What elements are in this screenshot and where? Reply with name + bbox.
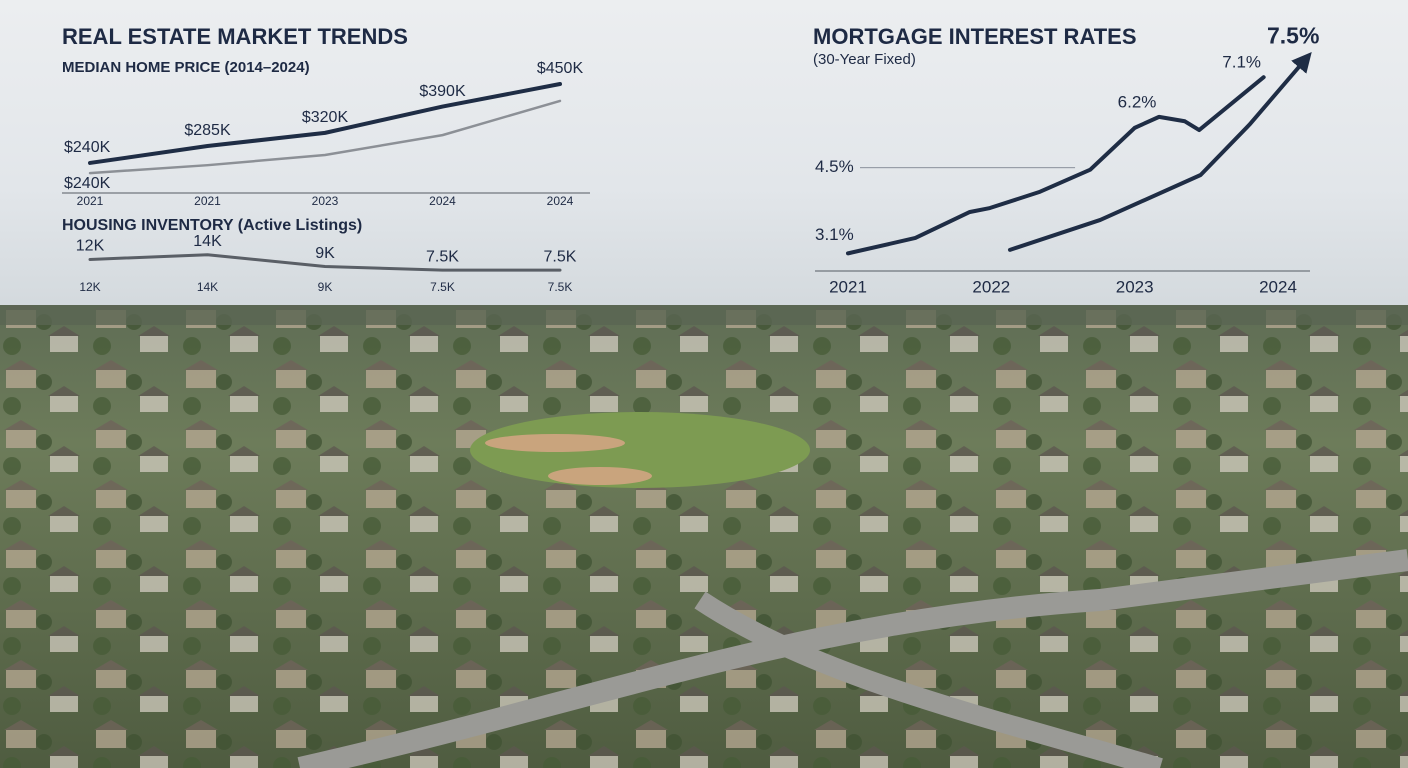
x-tick-label: 14K (197, 280, 218, 294)
line-series (88, 82, 562, 165)
neighborhood (0, 305, 1408, 768)
park (470, 412, 810, 488)
x-tick-label: 2022 (972, 277, 1010, 296)
data-label: 6.2% (1118, 92, 1157, 111)
x-tick-label: 2021 (77, 194, 104, 208)
line-series (846, 75, 1266, 256)
data-label: 7.5K (426, 248, 459, 265)
chart-title: REAL ESTATE MARKET TRENDS (62, 24, 408, 49)
chart-title: HOUSING INVENTORY (Active Listings) (62, 217, 362, 234)
annotation: $240K (64, 175, 111, 192)
data-label: $390K (419, 83, 466, 100)
x-tick-label: 7.5K (430, 280, 455, 294)
data-label: 4.5% (815, 157, 854, 176)
data-label: 9K (315, 245, 335, 262)
data-label: $450K (537, 60, 584, 77)
tree-line (0, 305, 1408, 325)
x-tick-label: 2024 (547, 194, 574, 208)
road (694, 591, 1163, 768)
road (297, 549, 1408, 768)
ball-field (485, 434, 625, 452)
x-tick-label: 2021 (829, 277, 867, 296)
data-label: 7.5% (1267, 23, 1319, 49)
x-tick-label: 9K (318, 280, 333, 294)
data-label: 3.1% (815, 225, 854, 244)
line-series (88, 99, 562, 175)
chart-title: MORTGAGE INTEREST RATES (813, 24, 1137, 49)
data-label: $320K (302, 109, 349, 126)
data-label: 7.5K (544, 248, 577, 265)
x-tick-label: 2023 (312, 194, 339, 208)
charts: REAL ESTATE MARKET TRENDS MEDIAN HOME PRI… (62, 23, 1319, 296)
data-label: $240K (64, 139, 111, 156)
x-tick-label: 2023 (1116, 277, 1154, 296)
chart-subtitle: (30-Year Fixed) (813, 51, 916, 68)
data-label: $285K (184, 122, 231, 139)
x-tick-label: 7.5K (548, 280, 573, 294)
ball-field (548, 467, 652, 485)
data-label: 14K (193, 233, 222, 250)
x-tick-label: 12K (79, 280, 100, 294)
line-series (88, 253, 562, 272)
sky (0, 0, 1408, 312)
x-tick-label: 2021 (194, 194, 221, 208)
line-series (1007, 52, 1312, 252)
x-tick-label: 2024 (1259, 277, 1297, 296)
chart-subtitle: MEDIAN HOME PRICE (2014–2024) (62, 59, 310, 76)
data-label: 7.1% (1222, 53, 1261, 72)
data-label: 12K (76, 238, 105, 255)
x-tick-label: 2024 (429, 194, 456, 208)
